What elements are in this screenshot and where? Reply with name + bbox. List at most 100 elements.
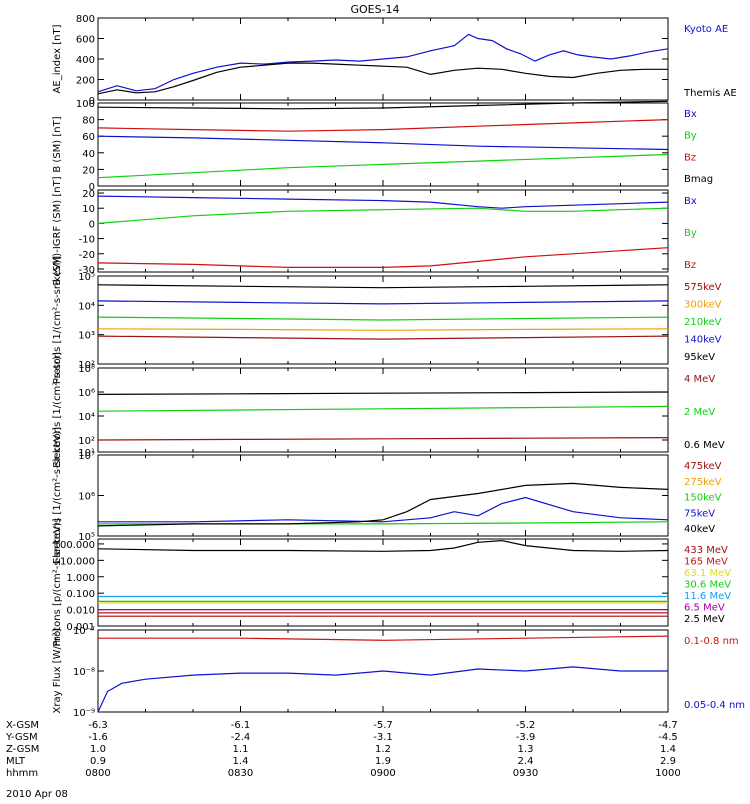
series-line-bx bbox=[97, 195, 669, 209]
y-axis-label: B (SM) [nT] bbox=[52, 116, 63, 172]
y-axis-label: Protons [p/(cm²-s-sr-keV)] bbox=[52, 518, 63, 646]
legend-label: 210keV bbox=[684, 317, 722, 328]
y-tick-label: 10⁻⁸ bbox=[73, 667, 95, 678]
y-tick-label: 10.000 bbox=[60, 556, 95, 567]
y-tick-label: 10⁴ bbox=[78, 301, 95, 312]
x-axis-labels: X-GSM -6.3 -6.1 -5.7 -5.2 -4.7 Y-GSM -1.6 -2.4 -3… bbox=[5, 720, 681, 779]
x-axis-value: -2.4 bbox=[231, 732, 251, 743]
legend-label: 165 MeV bbox=[684, 557, 728, 568]
y-tick-label: 80 bbox=[82, 116, 95, 127]
y-tick-label: 0 bbox=[89, 182, 95, 193]
x-axis-value: 0930 bbox=[513, 768, 538, 779]
panel-8: 10⁻⁹ 10⁻⁸ 10⁻⁷ Xray Flux [W/m²] 0.1-0.8 nm 0.… bbox=[52, 626, 745, 719]
legend-label: Bx bbox=[684, 196, 697, 207]
y-tick-label: 10⁶ bbox=[78, 492, 95, 503]
legend-label: 433 MeV bbox=[684, 545, 728, 556]
legend-label: 150keV bbox=[684, 493, 722, 504]
series-line-themis-ae bbox=[97, 62, 668, 95]
x-axis-value: 0.9 bbox=[90, 756, 106, 767]
y-tick-label: 0.001 bbox=[66, 622, 95, 633]
y-tick-label: 10² bbox=[78, 436, 95, 447]
x-axis-row-label: hhmm bbox=[6, 768, 38, 779]
x-axis-value: -4.7 bbox=[658, 720, 678, 731]
y-tick-label: 1.000 bbox=[66, 573, 95, 584]
x-axis-value: -3.1 bbox=[373, 732, 393, 743]
legend-label: Kyoto AE bbox=[684, 24, 728, 35]
series-line-0-1-0-8-nm bbox=[98, 635, 669, 641]
x-axis-value: -3.9 bbox=[516, 732, 536, 743]
x-axis-row-label: Z-GSM bbox=[6, 744, 39, 755]
legend-label: 2 MeV bbox=[684, 407, 715, 418]
y-tick-label: 10⁶ bbox=[78, 388, 95, 399]
series-line-210kev bbox=[97, 316, 669, 321]
series-line-575kev bbox=[97, 335, 669, 340]
legend-label: By bbox=[684, 228, 697, 239]
y-tick-label: 40 bbox=[82, 149, 95, 160]
legend-label: 475keV bbox=[684, 461, 722, 472]
y-tick-label: 10¹ bbox=[78, 448, 95, 459]
y-tick-label: 60 bbox=[82, 132, 95, 143]
legend-label: Bz bbox=[684, 152, 696, 163]
legend-label: 140keV bbox=[684, 335, 722, 346]
y-axis-label: AE_index [nT] bbox=[52, 24, 63, 93]
y-axis-label: B (SM)-IGRF (SM) [nT] bbox=[52, 176, 63, 285]
x-axis-value: -5.2 bbox=[516, 720, 536, 731]
x-axis-value: 0900 bbox=[370, 768, 395, 779]
y-tick-label: 0.010 bbox=[66, 606, 95, 617]
y-tick-label: 10⁵ bbox=[78, 272, 95, 283]
legend-label: Themis AE bbox=[683, 88, 737, 99]
x-axis-value: -1.6 bbox=[88, 732, 108, 743]
y-tick-label: 20 bbox=[82, 165, 95, 176]
x-axis-value: 1.2 bbox=[375, 744, 391, 755]
series-line-2-mev bbox=[97, 405, 669, 412]
legend-label: 30.6 MeV bbox=[684, 580, 731, 591]
legend-label: 95keV bbox=[684, 352, 715, 363]
x-axis-row-label: X-GSM bbox=[6, 720, 39, 731]
series-line-bx bbox=[97, 135, 669, 151]
panel-frame bbox=[97, 189, 669, 273]
y-tick-label: 0 bbox=[89, 96, 95, 107]
legend-label: 11.6 MeV bbox=[684, 591, 731, 602]
legend-label: 0.1-0.8 nm bbox=[684, 636, 739, 647]
series-line-kyoto-ae bbox=[97, 33, 669, 93]
y-axis-label: Protons [1/(cm²-s-sr-keV)] bbox=[52, 256, 63, 384]
legend-label: 275keV bbox=[684, 477, 722, 488]
y-tick-label: 10⁵ bbox=[78, 532, 95, 543]
legend-label: Bmag bbox=[684, 174, 713, 185]
panel-4: 10² 10³ 10⁴ 10⁵ Protons [1/(cm²-s-sr-keV)] 57… bbox=[52, 256, 722, 384]
y-tick-label: -30 bbox=[79, 265, 95, 276]
chart-title: GOES-14 bbox=[350, 3, 399, 16]
y-tick-label: -20 bbox=[79, 250, 95, 261]
x-axis-row-label: MLT bbox=[6, 756, 26, 767]
y-tick-label: 0 bbox=[89, 219, 95, 230]
y-tick-label: 0.100 bbox=[66, 589, 95, 600]
series-line-95kev bbox=[97, 284, 669, 289]
y-tick-label: 10² bbox=[78, 360, 95, 371]
x-axis-value: 1000 bbox=[655, 768, 680, 779]
x-axis-value: -6.1 bbox=[231, 720, 251, 731]
series-line-40kev bbox=[97, 482, 669, 527]
y-tick-label: -10 bbox=[79, 235, 95, 246]
x-axis-value: 2.4 bbox=[518, 756, 534, 767]
x-axis-value: 1.4 bbox=[660, 744, 676, 755]
panel-2: 0 20 40 60 80 100 B (SM) [nT] Bx By Bz Bmag bbox=[52, 99, 713, 193]
series-line-140kev bbox=[97, 300, 669, 305]
date-label: 2010 Apr 08 bbox=[6, 789, 68, 800]
y-tick-label: 400 bbox=[76, 55, 95, 66]
series-line-75kev bbox=[98, 496, 669, 523]
legend-label: 2.5 MeV bbox=[684, 614, 725, 625]
y-tick-label: 10⁸ bbox=[78, 364, 95, 375]
y-axis-label: Xray Flux [W/m²] bbox=[52, 628, 63, 713]
legend-label: By bbox=[684, 131, 697, 142]
x-axis-row-label: Y-GSM bbox=[5, 732, 38, 743]
y-tick-label: 10⁻⁷ bbox=[73, 626, 95, 637]
legend-label: 6.5 MeV bbox=[684, 603, 725, 614]
y-tick-label: 10⁻⁹ bbox=[73, 708, 95, 719]
x-axis-value: 1.3 bbox=[518, 744, 534, 755]
x-axis-value: 1.1 bbox=[233, 744, 249, 755]
y-tick-label: 200 bbox=[76, 76, 95, 87]
y-tick-label: 20 bbox=[82, 189, 95, 200]
